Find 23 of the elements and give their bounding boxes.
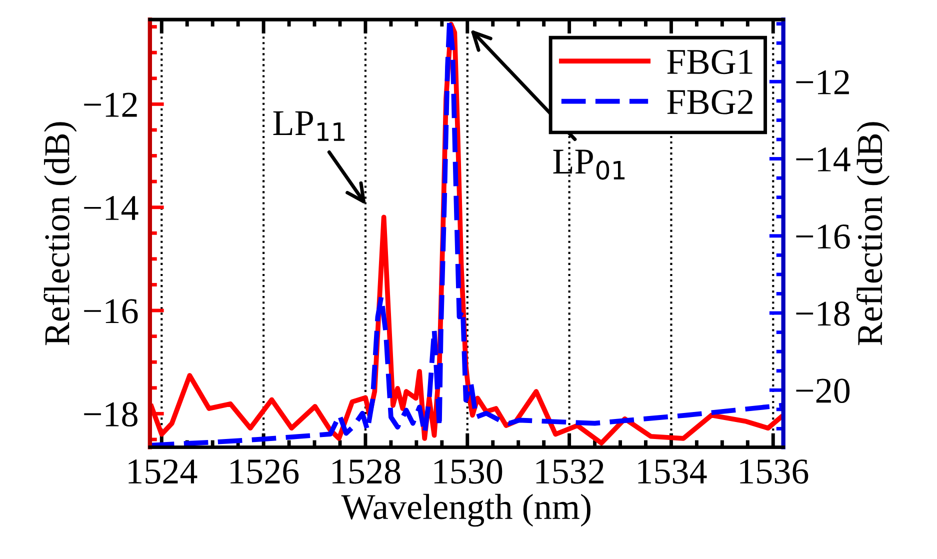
legend-label: FBG2: [667, 90, 752, 114]
y2-tick-label: −20: [796, 378, 850, 404]
x-tick-label: 1526: [230, 459, 299, 484]
x-tick-label: 1532: [536, 459, 604, 484]
y2-tick-label: −18: [796, 302, 850, 326]
y2-tick-label: −12: [796, 70, 849, 94]
annotation: LP$_{01}$: [553, 150, 625, 180]
y-tick-label: −14: [84, 196, 138, 220]
x-tick-label: 1530: [434, 459, 502, 484]
x-tick-label: 1536: [740, 459, 808, 484]
x-tick-label: 1534: [638, 459, 707, 484]
x-tick-label: 1528: [332, 459, 400, 484]
y-tick-label: −12: [84, 92, 137, 117]
legend-label: FBG1: [667, 50, 752, 74]
y-tick-label: −18: [84, 402, 138, 427]
x-tick-label: 1524: [128, 459, 198, 484]
y2-tick-label: −16: [796, 224, 850, 249]
y-axis-title: Reflection (dB): [44, 122, 77, 346]
y-tick-label: −16: [84, 299, 138, 324]
x-axis-title: Wavelength (nm): [341, 494, 590, 527]
annotation: LP$_{11}$: [273, 111, 345, 141]
y2-axis-title: Reflection (dB): [856, 122, 890, 346]
y2-tick-label: −14: [796, 147, 850, 172]
